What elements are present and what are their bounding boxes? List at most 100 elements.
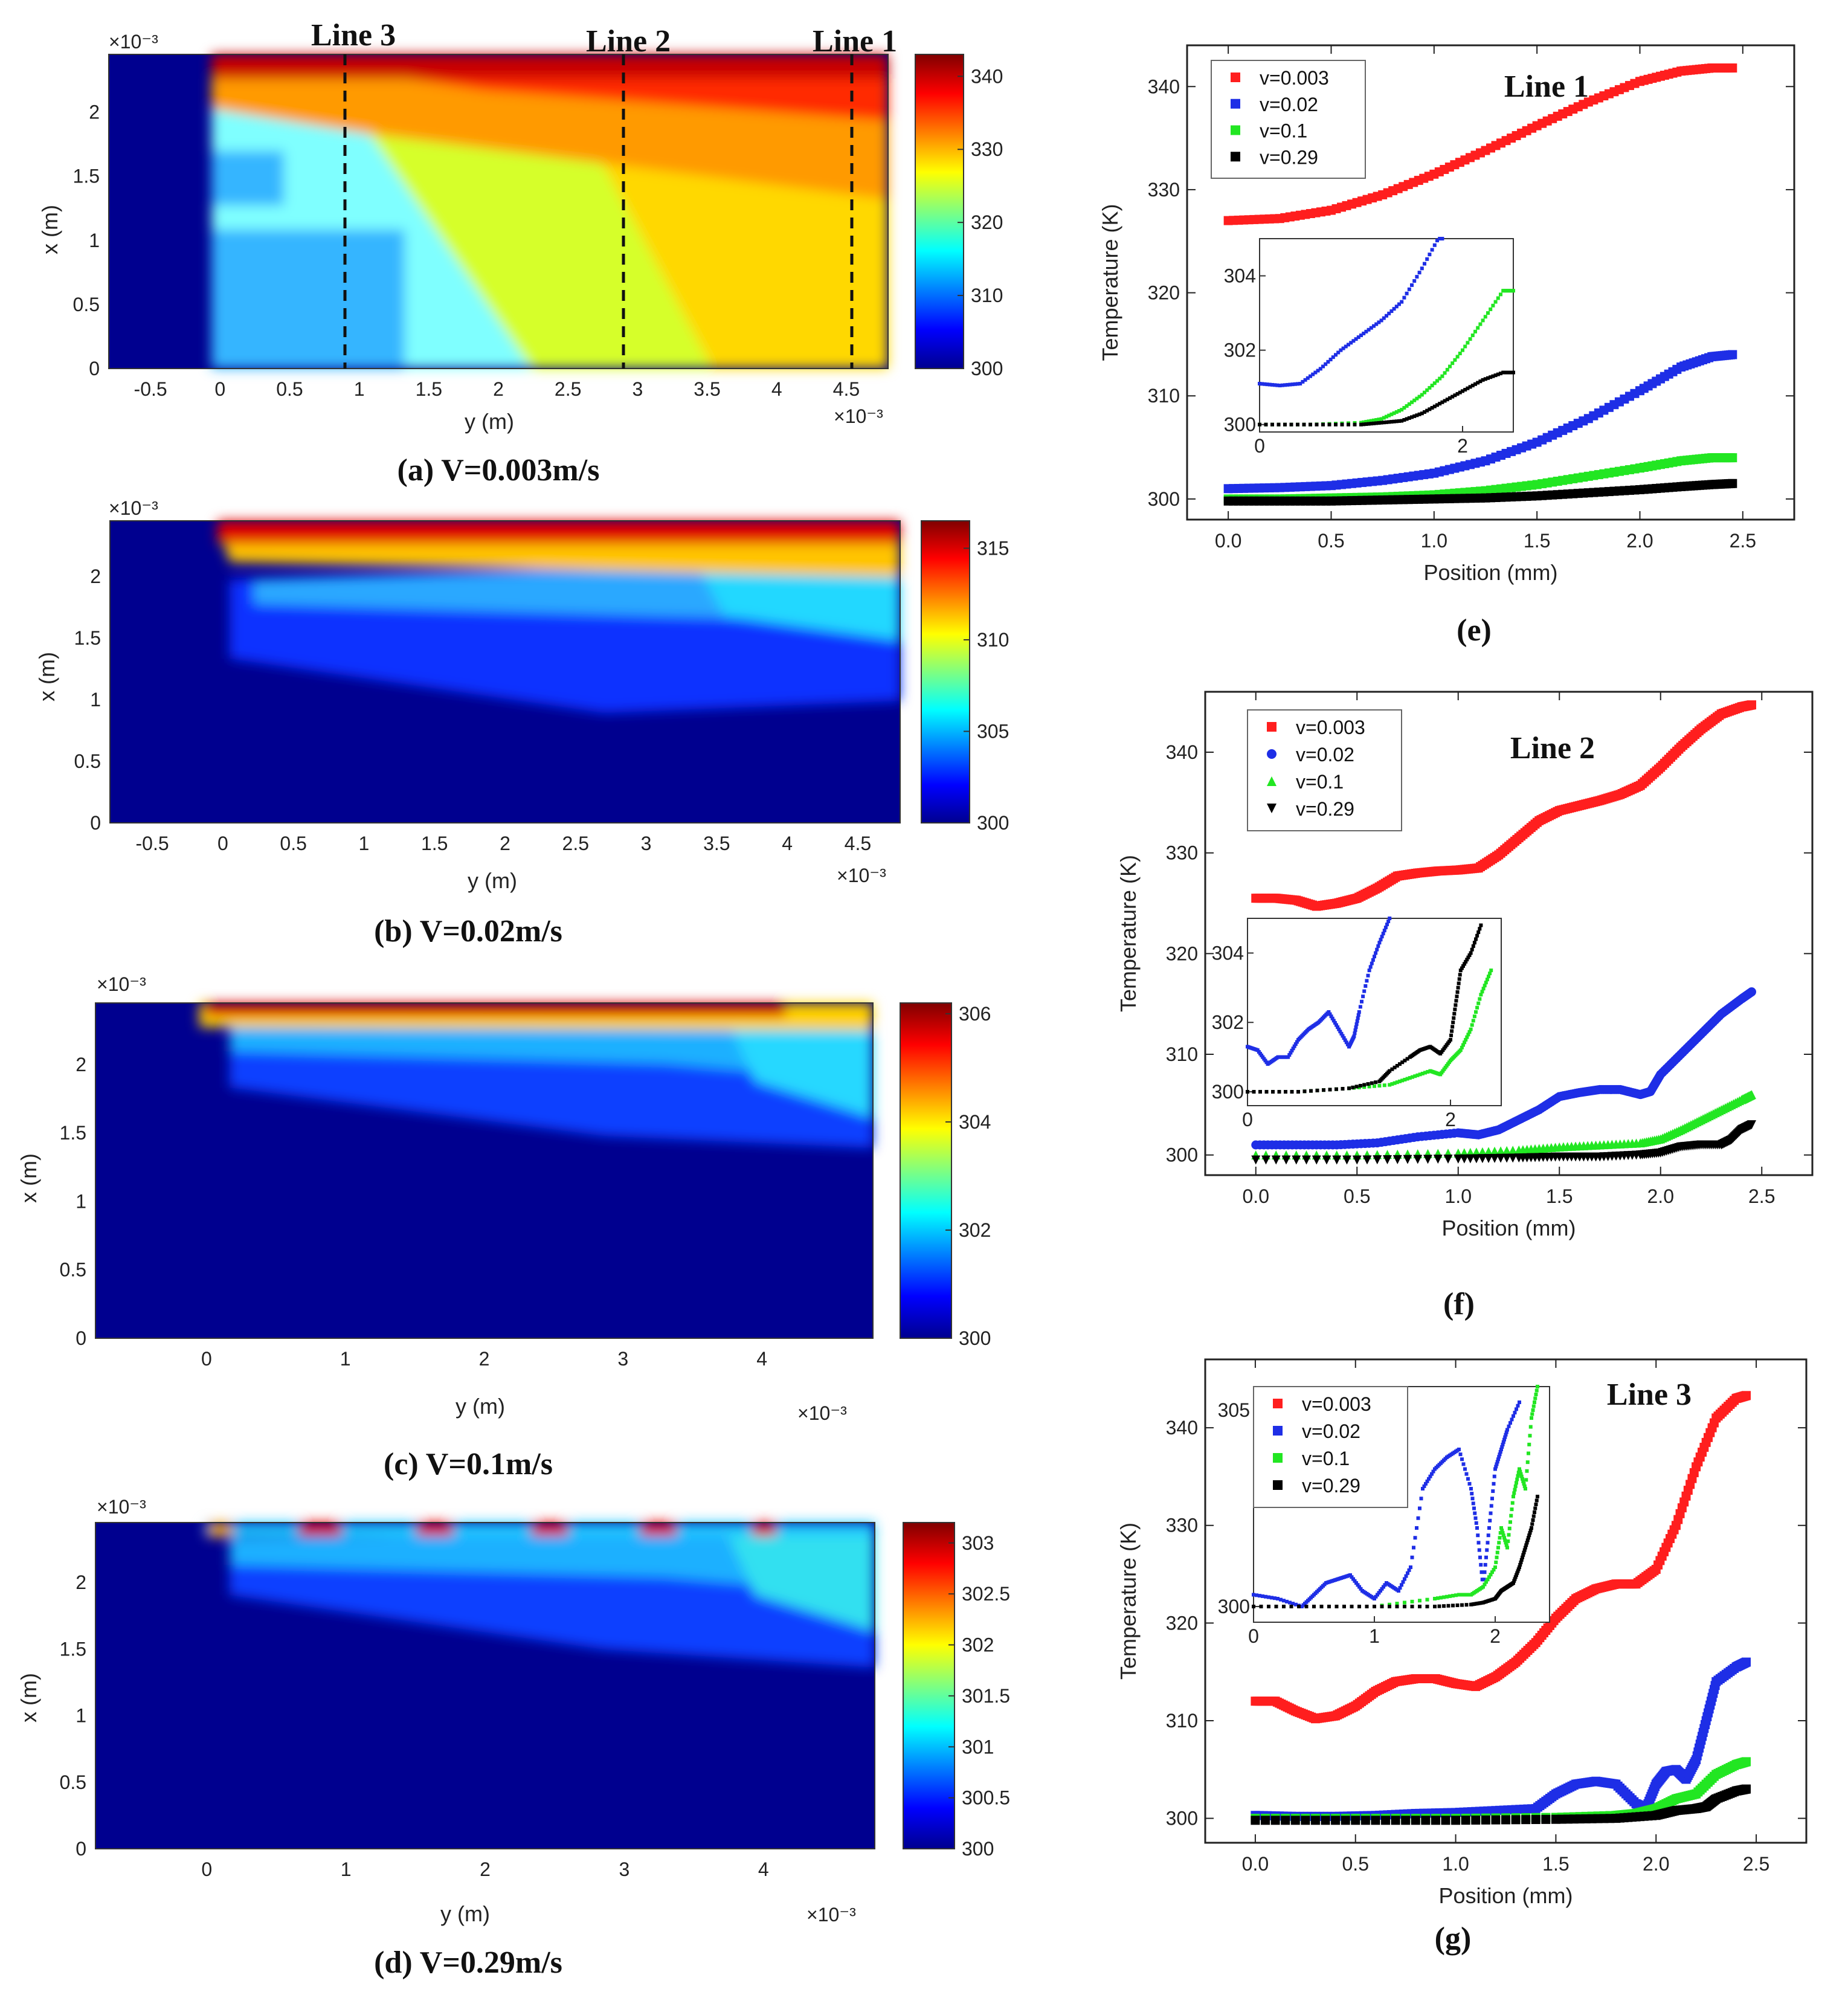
heatmap-d-ylabel: x (m) <box>16 1673 41 1723</box>
colorbar-b-tick: 300 <box>977 812 1009 834</box>
chart-g-inset-point <box>1404 1574 1408 1578</box>
colorbar-d-tick: 302.5 <box>962 1583 1010 1605</box>
chart-e-inset-point <box>1491 303 1495 308</box>
chart-g-inset-point <box>1454 1593 1458 1597</box>
colorbar-c-ticks: 306 304 302 300 <box>945 1003 991 1349</box>
chart-e-inset-point <box>1443 371 1447 375</box>
chart-f-inset-point <box>1454 1003 1458 1007</box>
chart-e-inset-point <box>1306 376 1310 380</box>
chart-g-point <box>1301 1816 1310 1825</box>
heatmap-a-xtick: 2 <box>493 378 504 400</box>
chart-e-legend-label: v=0.29 <box>1260 146 1318 168</box>
chart-f-inset-point <box>1392 1065 1397 1069</box>
chart-g-inset-point <box>1422 1484 1426 1488</box>
chart-e-inset-point <box>1397 302 1401 306</box>
chart-f-inset-point <box>1458 1048 1463 1052</box>
chart-g-inset-point <box>1359 1587 1363 1591</box>
chart-g-inset-point <box>1530 1416 1533 1420</box>
chart-e-inset-point <box>1470 334 1475 337</box>
chart-g-inset-point <box>1258 1594 1261 1598</box>
chart-g-inset-point <box>1518 1565 1521 1569</box>
chart-g-inset-point <box>1505 1545 1509 1550</box>
chart-e-inset-point <box>1387 311 1391 315</box>
chart-g-inset-point <box>1507 1424 1511 1428</box>
chart-f-inset-point <box>1460 1045 1464 1049</box>
chart-g-point <box>1391 1816 1400 1825</box>
chart-g-inset-point <box>1504 1433 1508 1437</box>
chart-f-title: Line 2 <box>1510 731 1595 765</box>
heatmap-d-xexp: ×10⁻³ <box>806 1904 856 1926</box>
chart-e-inset-point <box>1331 355 1335 359</box>
chart-f-inset-point <box>1366 973 1370 978</box>
chart-e-inset-point <box>1432 404 1437 408</box>
chart-g-inset-point <box>1464 1472 1469 1476</box>
chart-f-point <box>1747 1090 1756 1100</box>
chart-g-inset-point <box>1533 1400 1536 1404</box>
chart-e-inset-point <box>1379 417 1383 421</box>
chart-e-inset-point <box>1302 422 1306 427</box>
chart-e-inset-point <box>1369 422 1373 426</box>
chart-g-inset-point <box>1289 1605 1293 1608</box>
chart-f-xtick: 2.5 <box>1748 1185 1775 1207</box>
chart-e-inset-point <box>1277 422 1281 427</box>
chart-g-inset-point <box>1479 1562 1483 1567</box>
chart-e-inset-point <box>1367 327 1371 332</box>
chart-f-inset-point <box>1351 1085 1355 1089</box>
heatmap-b-plot <box>109 520 901 823</box>
chart-g-inset-point <box>1500 1529 1504 1533</box>
chart-e-point <box>1728 453 1737 463</box>
chart-g-inset-point <box>1388 1605 1391 1608</box>
chart-f-inset-point <box>1487 975 1490 979</box>
heatmap-d-ytick: 0.5 <box>60 1771 86 1793</box>
chart-f-inset-point <box>1347 1086 1351 1091</box>
colorbar-d-tick: 301.5 <box>962 1685 1010 1707</box>
chart-e-inset-point <box>1455 355 1460 359</box>
chart-f-inset-point <box>1295 1040 1299 1044</box>
chart-g-point <box>1501 1815 1510 1825</box>
chart-g-inset-point <box>1512 1581 1515 1585</box>
chart-g-inset-point <box>1382 1585 1385 1589</box>
chart-f-inset-point <box>1460 966 1464 970</box>
chart-e-inset-point <box>1397 409 1401 413</box>
chart-e-inset-point <box>1382 416 1386 420</box>
chart-f-inset-point <box>1377 1083 1382 1088</box>
chart-g-inset-point <box>1531 1518 1535 1522</box>
chart-g-inset-point <box>1410 1555 1414 1559</box>
chart-g-ytick: 320 <box>1166 1612 1198 1634</box>
chart-g-inset-point <box>1515 1571 1519 1575</box>
heatmap-a-xtick: 1 <box>354 378 365 400</box>
chart-e-xtick: 0.5 <box>1318 530 1344 552</box>
heatmap-a-ytick: 1.5 <box>73 166 100 187</box>
chart-f-inset-ytick: 300 <box>1212 1081 1244 1103</box>
chart-g-inset-point <box>1483 1562 1487 1567</box>
chart-e-inset-point <box>1372 324 1376 328</box>
chart-e-inset-point <box>1417 395 1421 399</box>
colorbar-c-tick: 306 <box>959 1003 991 1025</box>
chart-g-inset-point <box>1446 1603 1450 1608</box>
chart-g-inset-point <box>1410 1605 1414 1608</box>
chart-g-inset-point <box>1464 1603 1469 1607</box>
chart-g-inset-point <box>1485 1548 1489 1552</box>
chart-g-inset-point <box>1334 1605 1339 1608</box>
chart-e-inset-point <box>1440 400 1444 404</box>
chart-e-inset-point <box>1478 379 1483 384</box>
chart-e-inset-point <box>1334 353 1338 357</box>
chart-f-inset-point <box>1293 1042 1298 1046</box>
chart-e-inset-point <box>1339 348 1343 352</box>
chart-g-inset-point <box>1504 1543 1508 1547</box>
chart-e-inset-point <box>1402 418 1406 422</box>
chart-f-ytick: 330 <box>1166 842 1198 864</box>
chart-g-inset-point <box>1267 1595 1270 1599</box>
chart-e-inset-point <box>1445 398 1449 402</box>
chart-g-inset-point <box>1424 1481 1428 1486</box>
chart-e-inset-point <box>1405 404 1409 408</box>
chart-f-xtick: 0.0 <box>1243 1185 1269 1207</box>
chart-e-ytick: 340 <box>1148 76 1180 97</box>
chart-g-inset-point <box>1431 1469 1435 1474</box>
chart-e-inset-point <box>1438 376 1442 381</box>
chart-g-point <box>1742 1391 1751 1400</box>
chart-e-inset-point <box>1275 383 1280 387</box>
chart-e-inset-point <box>1394 305 1399 309</box>
chart-e-ytick: 310 <box>1148 385 1180 407</box>
